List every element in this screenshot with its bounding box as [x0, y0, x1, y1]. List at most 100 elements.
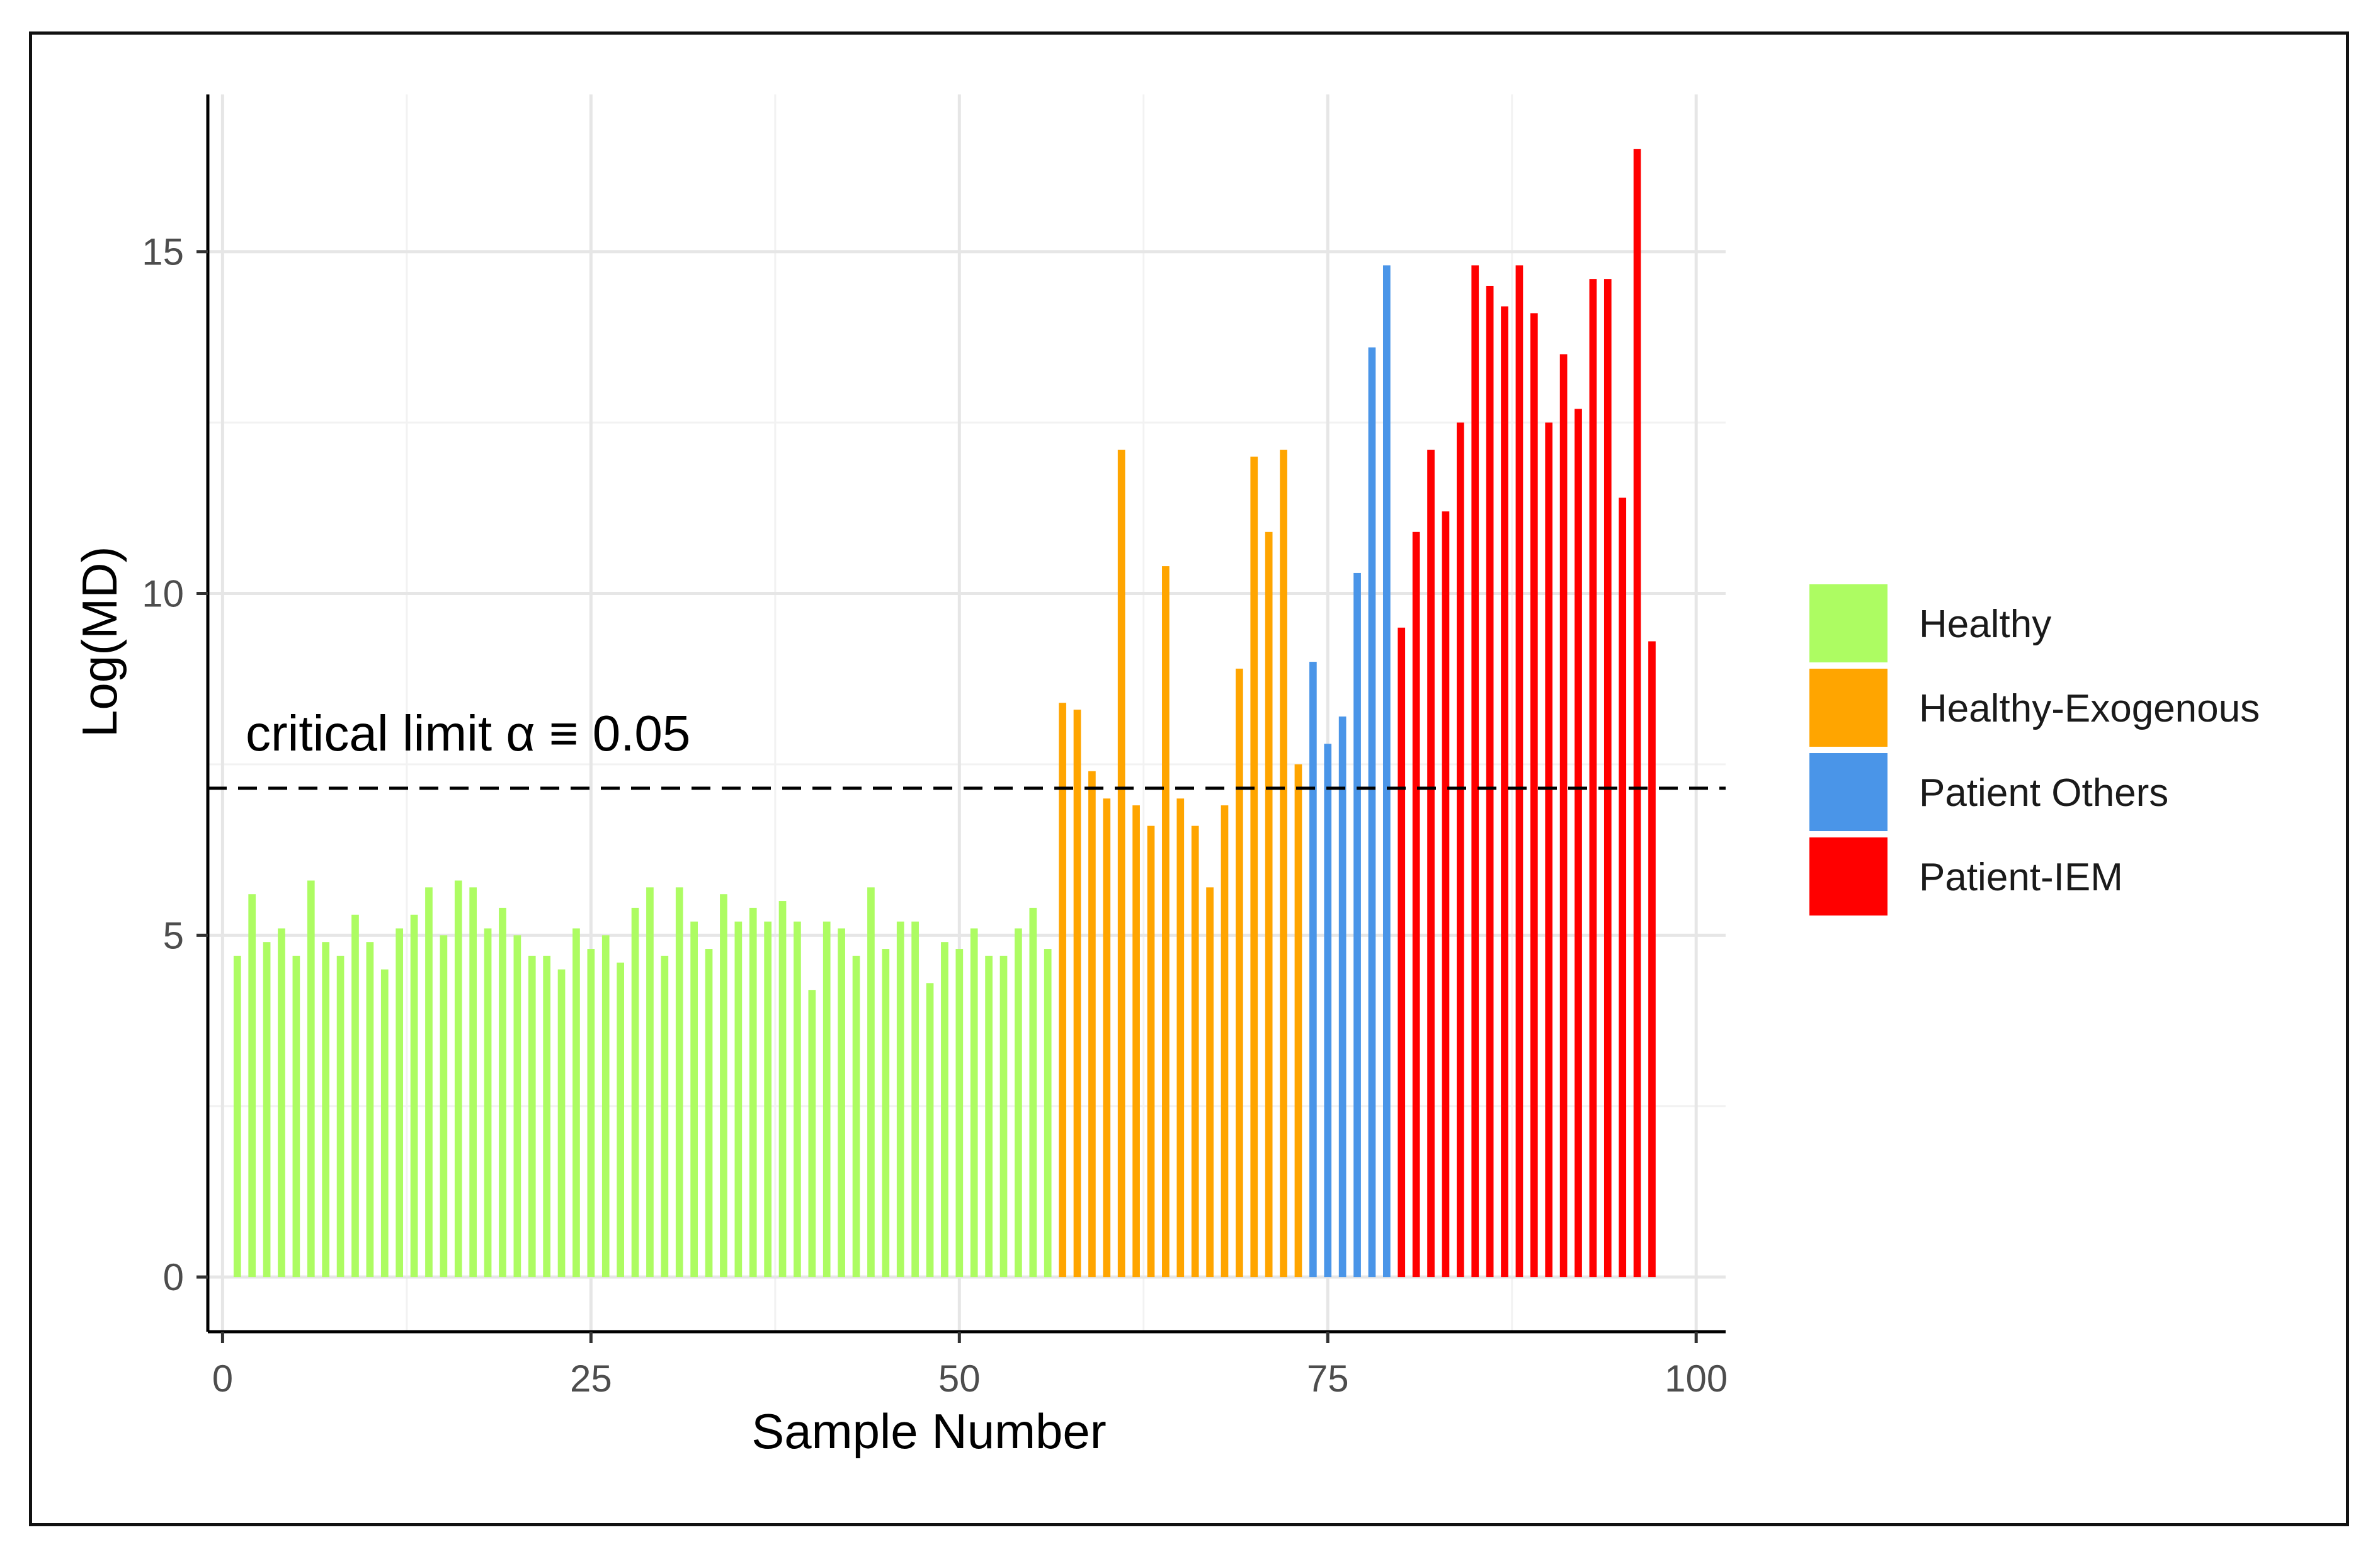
legend-key: [1809, 753, 1887, 831]
bar-healthy: [410, 914, 418, 1278]
bar-healthy: [1029, 907, 1037, 1278]
bar-healthy: [970, 928, 978, 1278]
bar-patient-others: [1382, 265, 1391, 1278]
x-tick-label: 0: [212, 1358, 233, 1400]
bar-patient-iem: [1648, 641, 1656, 1278]
bar-healthy: [926, 983, 934, 1278]
bar-healthy: [469, 887, 477, 1278]
legend-label: Healthy: [1919, 603, 2051, 646]
bar-healthy: [661, 955, 669, 1278]
x-axis-title: Sample Number: [751, 1403, 1107, 1459]
bar-healthy: [617, 962, 624, 1278]
bar-healthy: [675, 887, 683, 1278]
bar-healthy: [263, 942, 271, 1278]
bar-healthy: [513, 935, 521, 1278]
bar-healthy: [587, 949, 595, 1278]
bar-healthy: [646, 887, 654, 1278]
bar-healthy: [454, 880, 462, 1278]
bar-healthy: [852, 955, 860, 1278]
bar-patient-iem: [1471, 265, 1479, 1278]
bar-healthy: [528, 955, 536, 1278]
bar-patient-iem: [1619, 497, 1627, 1278]
bar-healthy: [838, 928, 845, 1278]
bar-healthy: [307, 880, 315, 1278]
bar-patient-iem: [1633, 149, 1641, 1278]
bar-patient-others: [1309, 662, 1317, 1278]
bar-healthy: [322, 942, 330, 1278]
bar-patient-iem: [1442, 511, 1450, 1278]
bar-healthy: [720, 894, 727, 1278]
axes: [206, 94, 1726, 1334]
bar-patient-others: [1324, 744, 1332, 1278]
bar-patient-iem: [1574, 409, 1582, 1278]
bar-healthy-exogenous: [1294, 764, 1302, 1278]
bar-healthy: [985, 955, 993, 1278]
bar-healthy: [484, 928, 492, 1278]
bar-healthy: [941, 942, 948, 1278]
y-tick-label: 0: [163, 1256, 184, 1298]
bar-patient-iem: [1589, 279, 1597, 1278]
bar-healthy-exogenous: [1132, 805, 1140, 1278]
bar-patient-iem: [1427, 450, 1435, 1278]
bar-healthy: [999, 955, 1008, 1278]
bar-patient-iem: [1456, 422, 1464, 1278]
x-tick-label: 50: [938, 1358, 981, 1400]
legend-key: [1809, 669, 1887, 747]
bar-healthy: [1015, 928, 1022, 1278]
bar-healthy: [248, 894, 256, 1278]
y-tick-label: 10: [142, 573, 184, 615]
legend-label: Patient-IEM: [1919, 856, 2123, 899]
bar-patient-iem: [1412, 531, 1420, 1278]
legend-label: Patient Others: [1919, 771, 2168, 815]
bar-patient-iem: [1545, 422, 1553, 1278]
bar-healthy: [380, 969, 389, 1278]
bar-healthy: [794, 921, 801, 1278]
bar-healthy: [440, 935, 448, 1278]
bars: [233, 149, 1656, 1278]
tick-labels: 0 25 50 75 100 0 5 10 15: [142, 231, 1728, 1400]
bar-healthy-exogenous: [1265, 531, 1273, 1278]
x-tick-label: 75: [1307, 1358, 1349, 1400]
figure-frame: [29, 31, 2349, 1526]
bar-healthy-exogenous: [1147, 825, 1155, 1278]
critical-limit-label: critical limit α ≡ 0.05: [246, 705, 690, 761]
bar-healthy: [336, 955, 344, 1278]
bar-healthy: [911, 921, 919, 1278]
bar-healthy-exogenous: [1162, 566, 1170, 1278]
bar-healthy-exogenous: [1221, 805, 1229, 1278]
bar-healthy: [882, 949, 890, 1278]
bar-healthy: [764, 921, 772, 1278]
bar-healthy: [499, 907, 506, 1278]
bar-healthy-exogenous: [1117, 450, 1125, 1278]
bar-healthy: [557, 969, 566, 1278]
bar-healthy: [690, 921, 698, 1278]
bar-patient-iem: [1398, 627, 1406, 1278]
bar-healthy: [425, 887, 433, 1278]
bar-healthy-exogenous: [1176, 798, 1185, 1278]
bar-healthy: [1044, 949, 1052, 1278]
bar-healthy: [601, 935, 610, 1278]
bar-healthy: [631, 907, 639, 1278]
bar-healthy: [734, 921, 743, 1278]
bar-healthy: [233, 955, 241, 1278]
bar-healthy: [705, 949, 713, 1278]
bar-healthy: [543, 955, 551, 1278]
bar-healthy: [366, 942, 374, 1278]
bar-healthy-exogenous: [1236, 668, 1243, 1278]
bar-patient-iem: [1603, 279, 1612, 1278]
bar-healthy: [351, 914, 359, 1278]
bar-patient-others: [1353, 572, 1361, 1278]
bar-healthy-exogenous: [1250, 456, 1258, 1278]
bar-patient-iem: [1486, 285, 1494, 1278]
bar-healthy: [867, 887, 875, 1278]
legend: Healthy Healthy-Exogenous Patient Others Pa…: [1809, 584, 2260, 916]
bar-healthy: [808, 990, 816, 1278]
bar-healthy-exogenous: [1059, 703, 1066, 1278]
x-tick-label: 100: [1665, 1358, 1728, 1400]
bar-patient-iem: [1501, 306, 1508, 1278]
bar-healthy: [778, 901, 787, 1278]
legend-label: Healthy-Exogenous: [1919, 687, 2260, 730]
bar-healthy: [823, 921, 831, 1278]
bar-healthy: [396, 928, 404, 1278]
